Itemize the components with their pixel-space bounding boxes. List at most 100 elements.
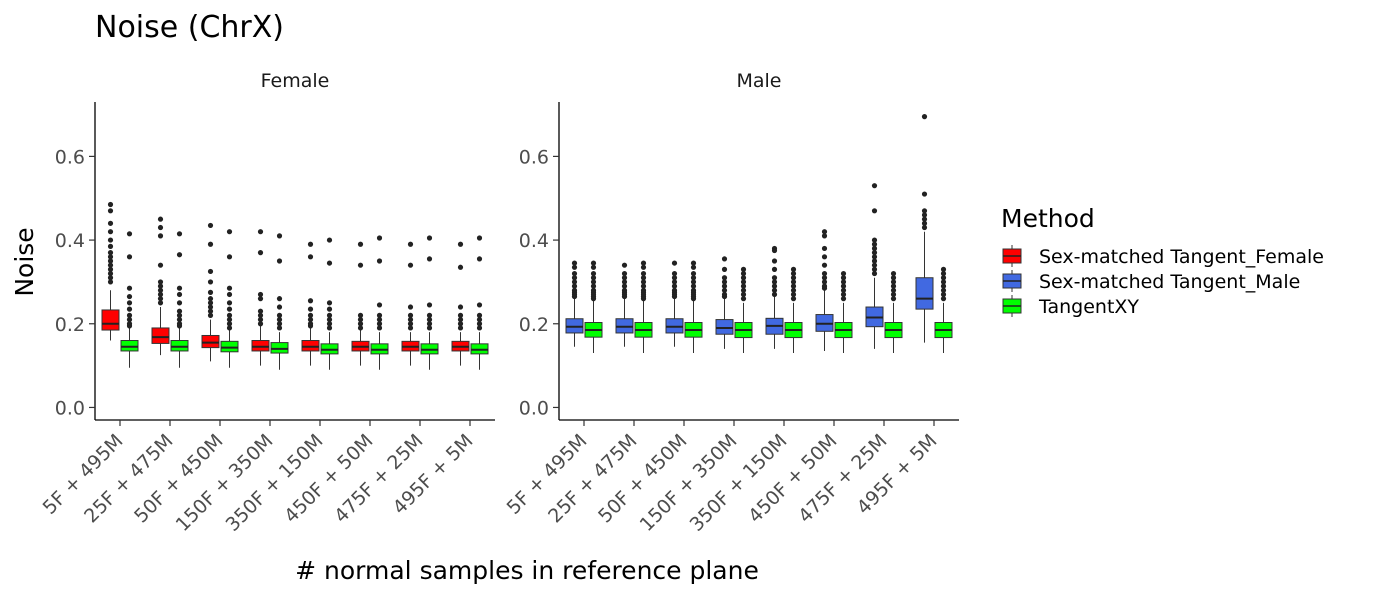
outlier-point (307, 306, 314, 312)
outlier-point (840, 275, 847, 281)
outlier-point (176, 285, 183, 291)
y-axis-title: Noise (10, 227, 39, 296)
outlier-point (176, 321, 183, 327)
outlier-point (840, 283, 847, 289)
outlier-point (157, 300, 164, 306)
outlier-point (690, 264, 697, 270)
outlier-point (771, 275, 778, 281)
outlier-point (740, 270, 747, 277)
outlier-point (840, 287, 847, 293)
outlier-point (126, 312, 133, 318)
outlier-point (740, 291, 747, 298)
outlier-point (407, 304, 414, 310)
outlier-point (176, 312, 183, 318)
outlier-point (940, 275, 947, 281)
outlier-point (126, 321, 133, 327)
outlier-point (376, 235, 383, 241)
outlier-point (840, 291, 847, 298)
outlier-point (721, 291, 728, 298)
outlier-point (257, 308, 264, 314)
box (270, 342, 289, 354)
outlier-point (426, 256, 433, 262)
outlier-point (821, 229, 828, 235)
outlier-point (426, 316, 433, 323)
outlier-point (157, 287, 164, 293)
outlier-point (590, 260, 597, 266)
outlier-point (840, 270, 847, 277)
outlier-point (126, 254, 133, 260)
outlier-point (226, 316, 233, 323)
outlier-point (590, 270, 597, 277)
outlier-point (890, 283, 897, 289)
outlier-point (921, 191, 928, 197)
outlier-point (671, 260, 678, 266)
outlier-point (476, 235, 483, 241)
outlier-point (590, 275, 597, 281)
outlier-point (226, 285, 233, 291)
outlier-point (426, 325, 433, 331)
outlier-point (921, 224, 928, 231)
outlier-point (871, 241, 878, 247)
outlier-point (721, 279, 728, 285)
outlier-point (940, 279, 947, 285)
outlier-point (871, 237, 878, 243)
outlier-point (226, 306, 233, 312)
outlier-point (871, 270, 878, 277)
chart-title: Noise (ChrX) (95, 10, 284, 45)
y-tick-label: 0.6 (55, 146, 85, 168)
outlier-point (721, 266, 728, 272)
outlier-point (790, 287, 797, 293)
outlier-point (457, 264, 464, 270)
outlier-point (176, 316, 183, 323)
outlier-point (226, 325, 233, 331)
outlier-point (307, 316, 314, 323)
outlier-point (376, 258, 383, 264)
outlier-point (640, 264, 647, 270)
outlier-point (107, 275, 114, 281)
outlier-point (226, 300, 233, 306)
outlier-point (207, 268, 214, 275)
outlier-point (407, 321, 414, 327)
outlier-point (590, 287, 597, 293)
outlier-point (871, 262, 878, 268)
y-tick-label: 0.4 (55, 230, 85, 252)
outlier-point (940, 270, 947, 277)
outlier-point (276, 325, 283, 331)
outlier-point (476, 302, 483, 308)
outlier-point (207, 296, 214, 302)
outlier-point (176, 300, 183, 306)
outlier-point (207, 312, 214, 318)
outlier-point (690, 279, 697, 285)
y-tick-label: 0.2 (55, 314, 85, 336)
y-tick-label: 0.0 (55, 397, 85, 419)
outlier-point (376, 302, 383, 308)
outlier-point (176, 231, 183, 237)
outlier-point (276, 233, 283, 239)
outlier-point (871, 183, 878, 189)
outlier-point (357, 241, 364, 247)
outlier-point (107, 237, 114, 243)
outlier-point (207, 279, 214, 285)
outlier-point (890, 287, 897, 293)
outlier-point (821, 245, 828, 252)
outlier-point (771, 283, 778, 289)
outlier-point (640, 260, 647, 266)
outlier-point (457, 325, 464, 331)
outlier-point (790, 296, 797, 302)
outlier-point (821, 279, 828, 285)
outlier-point (940, 287, 947, 293)
box (915, 277, 934, 310)
outlier-point (671, 279, 678, 285)
outlier-point (790, 266, 797, 272)
outlier-point (721, 287, 728, 293)
outlier-point (176, 291, 183, 298)
outlier-point (107, 243, 114, 249)
outlier-point (307, 312, 314, 318)
outlier-point (326, 321, 333, 327)
outlier-point (940, 291, 947, 298)
y-tick-label: 0.2 (519, 314, 549, 336)
outlier-point (276, 312, 283, 318)
outlier-point (721, 275, 728, 281)
outlier-point (590, 283, 597, 289)
